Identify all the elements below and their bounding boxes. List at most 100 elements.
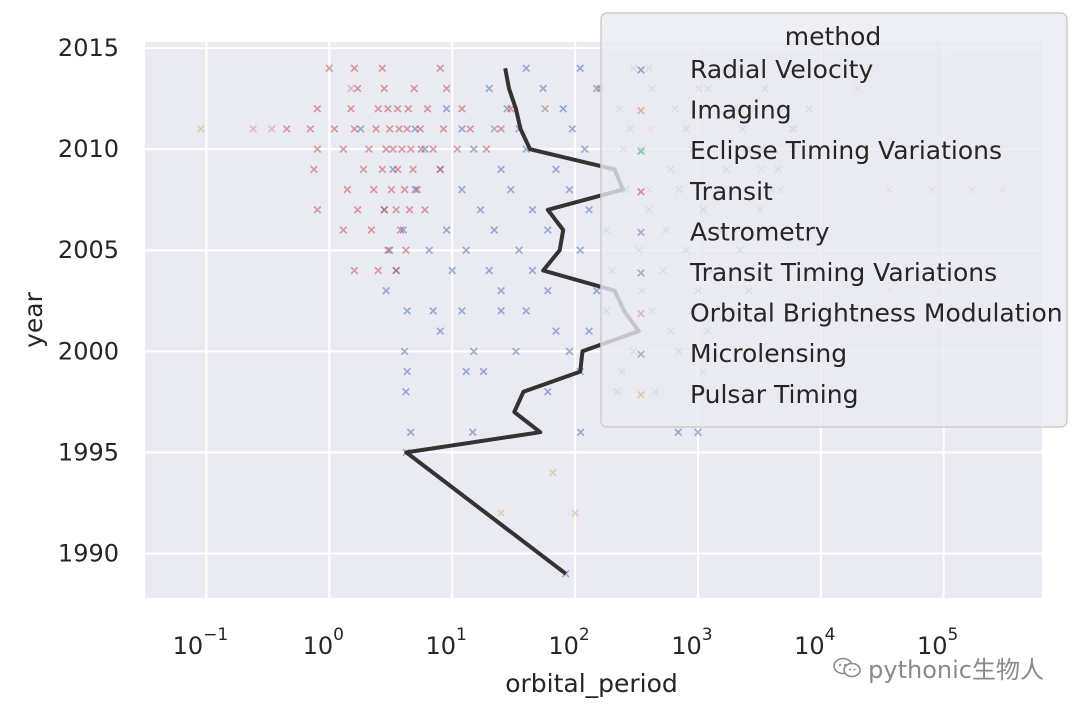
point-transit [380, 205, 389, 214]
point-transit [421, 205, 429, 214]
point-transit [403, 125, 412, 133]
legend-item: Astrometry [637, 217, 830, 246]
point-radial-velocity [403, 367, 412, 376]
legend-title: method [785, 22, 882, 51]
legend-marker [637, 228, 645, 237]
x-tick-label: 102 [548, 625, 589, 660]
legend-label: Transit Timing Variations [689, 258, 997, 287]
y-tick-labels: 1990 1995 2000 2005 2010 2015 [58, 34, 119, 567]
point-radial-velocity [485, 84, 494, 93]
point-radial-velocity [458, 185, 466, 194]
point-orbital-brightness-modulation [347, 84, 355, 93]
point-transit [378, 165, 387, 174]
legend-box [600, 12, 1068, 428]
point-radial-velocity [522, 307, 531, 315]
y-tick-label: 1990 [58, 540, 119, 568]
point-radial-velocity [476, 205, 485, 214]
x-tick-label: 100 [303, 625, 344, 660]
point-radial-velocity [565, 347, 574, 356]
point-transit [330, 125, 339, 133]
point-transit [313, 104, 322, 113]
point-radial-velocity [576, 64, 585, 73]
point-transit-timing-variations [541, 104, 549, 113]
legend-label: Transit [689, 177, 773, 206]
legend-marker [637, 106, 645, 115]
point-transit [350, 64, 359, 73]
point-transit [374, 266, 383, 275]
y-tick-label: 2000 [58, 337, 119, 365]
watermark-text: pythonic生物人 [868, 656, 1044, 684]
x-tick-labels: 10−1 100 101 102 103 104 105 [173, 625, 959, 660]
point-pulsar-timing [196, 125, 205, 133]
point-transit [466, 125, 475, 133]
point-radial-velocity [469, 347, 478, 356]
point-orbital-brightness-modulation [267, 125, 276, 133]
legend-marker [637, 269, 645, 277]
point-radial-velocity [515, 246, 523, 255]
point-transit [410, 84, 418, 93]
point-transit [389, 145, 397, 154]
point-radial-velocity [528, 266, 537, 275]
point-transit [339, 226, 348, 234]
point-radial-velocity [512, 347, 520, 356]
point-radial-velocity [585, 327, 593, 335]
legend-label: Eclipse Timing Variations [690, 136, 1002, 165]
legend-label: Orbital Brightness Modulation [690, 299, 1063, 328]
point-transit [442, 84, 451, 93]
point-radial-velocity [429, 307, 438, 315]
point-radial-velocity [356, 125, 365, 133]
point-pulsar-timing [571, 509, 579, 517]
point-transit [482, 145, 491, 154]
point-orbital-brightness-modulation [249, 125, 258, 133]
point-radial-velocity [539, 84, 548, 93]
legend-marker [637, 66, 645, 74]
point-radial-velocity [592, 286, 601, 295]
point-transit [423, 104, 432, 113]
point-transit [392, 205, 401, 214]
point-radial-velocity [580, 145, 589, 154]
point-transit [396, 226, 405, 234]
x-tick-label: 10−1 [173, 625, 229, 660]
point-transit [313, 205, 322, 214]
point-radial-velocity [497, 165, 505, 174]
point-radial-velocity [403, 307, 412, 315]
point-transit [398, 145, 406, 154]
point-radial-velocity [411, 185, 420, 194]
point-transit [417, 145, 426, 154]
legend-item: Transit [637, 177, 773, 206]
point-radial-velocity [485, 266, 494, 275]
point-radial-velocity [568, 125, 577, 133]
point-transit [310, 165, 318, 174]
point-radial-velocity [674, 428, 683, 437]
point-transit [402, 246, 410, 255]
legend-item: Pulsar Timing [637, 380, 858, 409]
point-transit [409, 165, 417, 174]
legend-marker [637, 309, 645, 318]
point-radial-velocity [490, 226, 499, 234]
point-transit [453, 145, 462, 154]
point-radial-velocity [442, 104, 451, 113]
point-pulsar-timing [549, 468, 557, 477]
point-radial-velocity [402, 387, 410, 396]
point-radial-velocity [576, 428, 585, 437]
point-radial-velocity [694, 428, 702, 437]
point-transit [282, 125, 291, 133]
point-radial-velocity [528, 205, 537, 214]
point-transit [378, 64, 387, 73]
point-radial-velocity [479, 367, 488, 376]
point-transit [393, 165, 402, 174]
point-radial-velocity [552, 327, 560, 335]
point-transit [372, 125, 380, 133]
legend: method Radial Velocity Imaging Eclipse Tim… [600, 12, 1068, 428]
legend-items: Radial Velocity Imaging Eclipse Timing Var… [637, 55, 1063, 409]
point-transit-timing-variations [490, 125, 499, 133]
legend-item: Radial Velocity [637, 55, 873, 84]
point-transit [347, 104, 355, 113]
point-transit [374, 104, 383, 113]
point-transit [350, 266, 359, 275]
legend-marker [637, 390, 645, 399]
point-radial-velocity [462, 367, 471, 376]
point-radial-velocity [458, 307, 466, 315]
point-transit [313, 145, 322, 154]
point-radial-velocity [399, 226, 408, 234]
